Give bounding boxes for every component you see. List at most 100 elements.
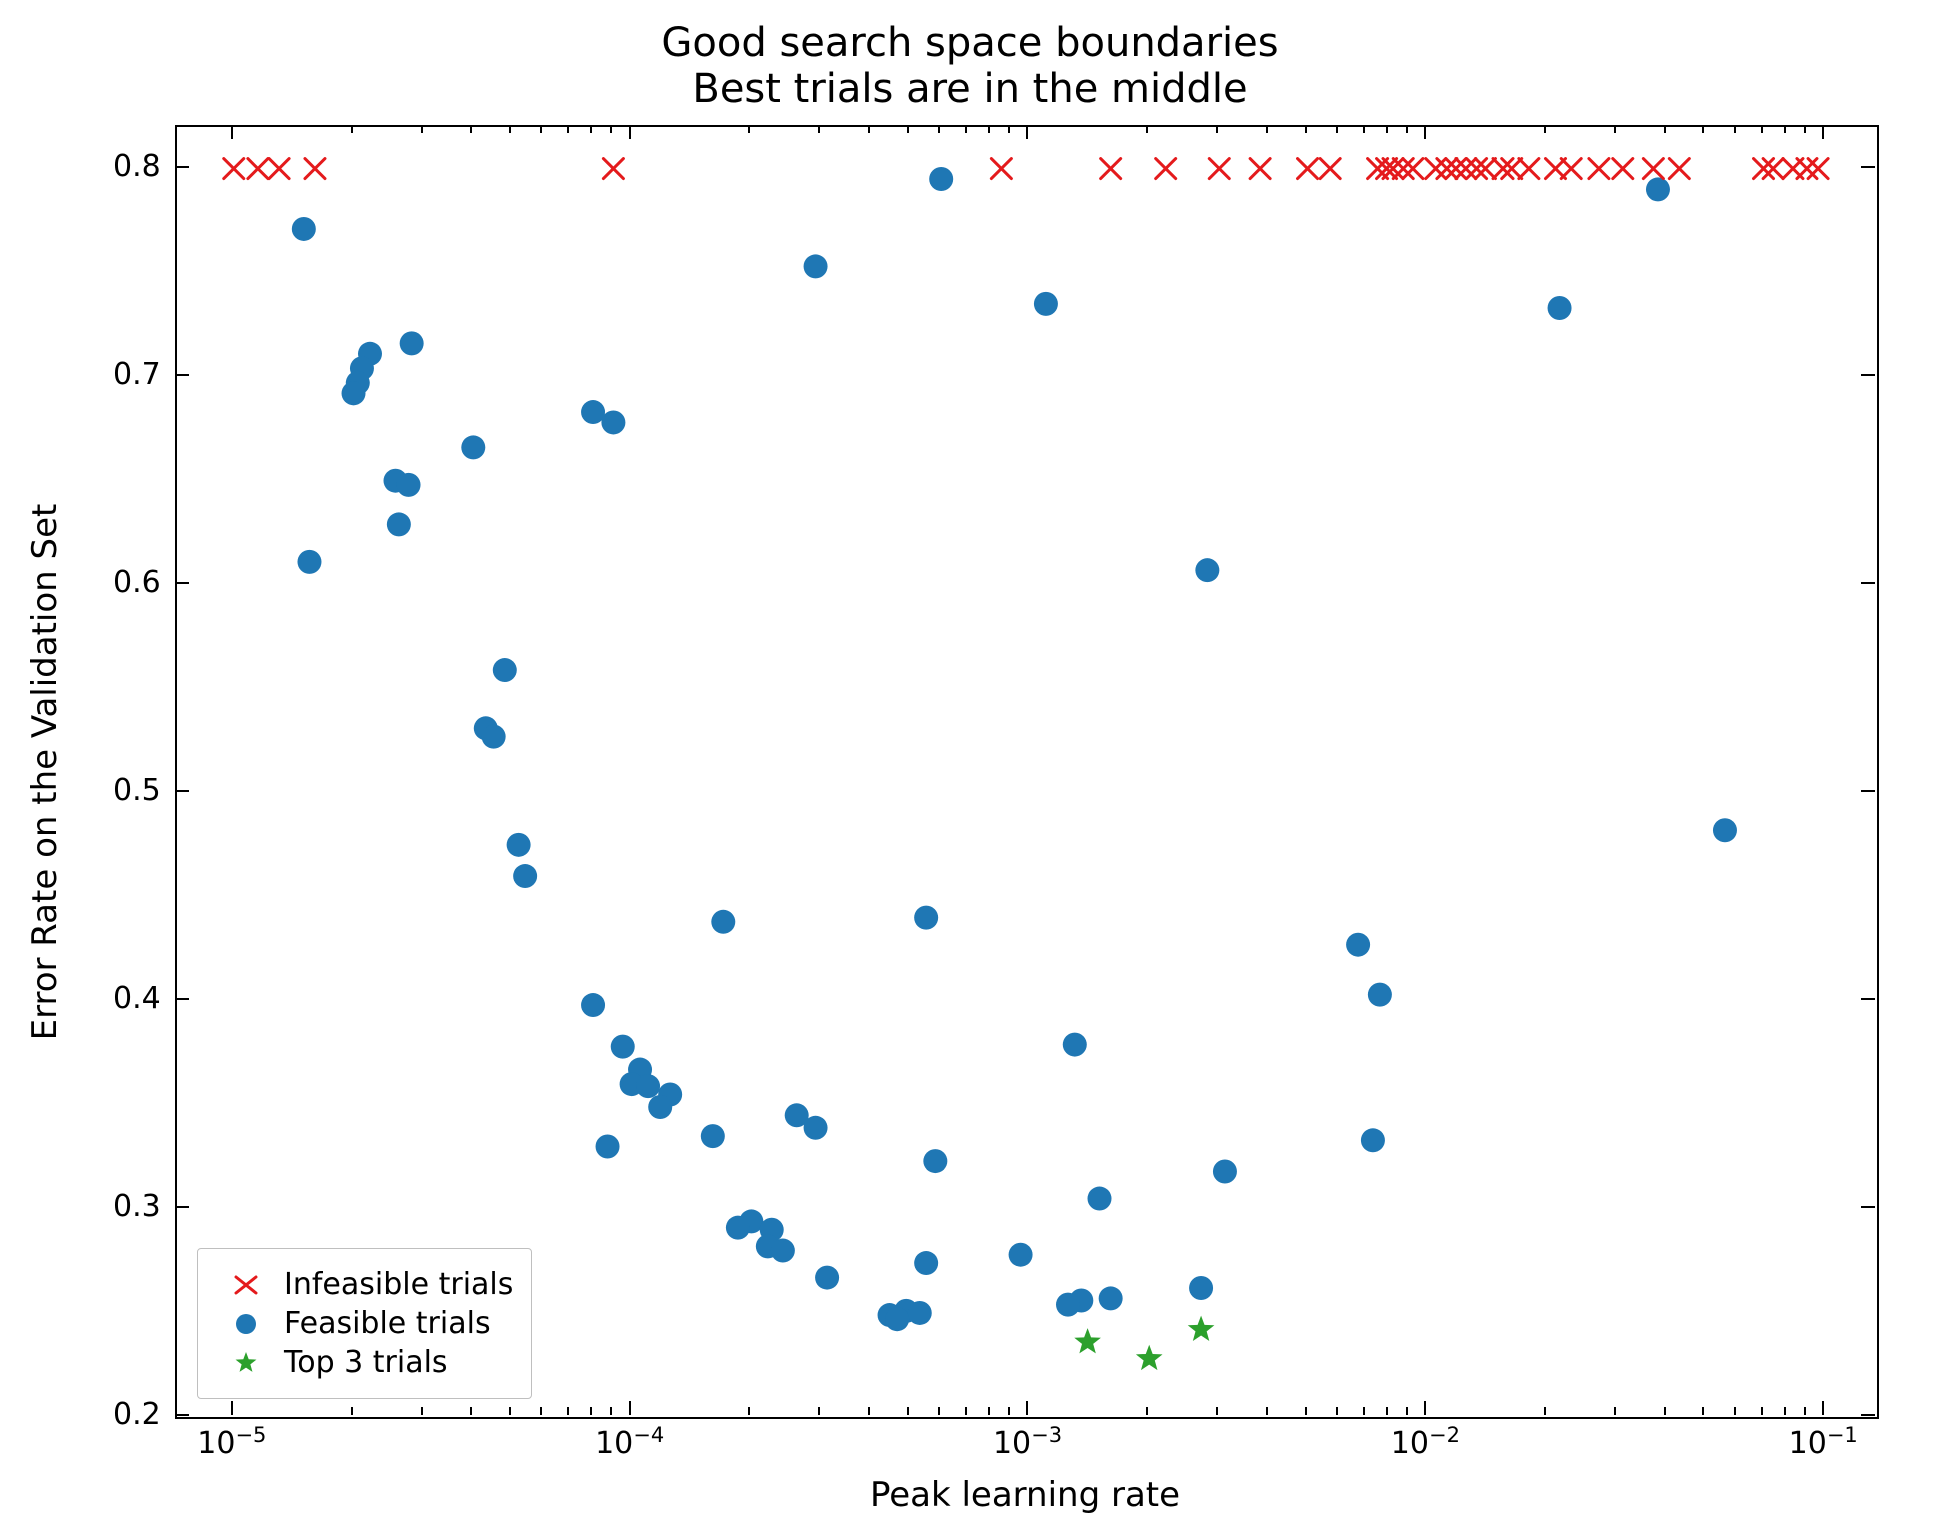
data-point: [756, 1234, 780, 1258]
tick-mark: [1146, 125, 1148, 133]
data-point: [929, 167, 953, 191]
tick-mark: [938, 1407, 940, 1415]
data-point: [513, 864, 537, 888]
data-point: [1545, 159, 1565, 179]
tick-mark: [965, 1407, 967, 1415]
tick-mark: [907, 125, 909, 133]
data-point: [1101, 159, 1121, 179]
tick-mark: [1544, 125, 1546, 133]
data-point: [1099, 1286, 1123, 1310]
tick-mark: [1406, 1407, 1408, 1415]
data-point: [400, 331, 424, 355]
data-point: [596, 1135, 620, 1159]
tick-mark: [175, 1206, 189, 1208]
data-point: [1346, 933, 1370, 957]
data-point: [894, 1299, 918, 1323]
tick-mark: [231, 1401, 233, 1415]
legend-swatch: [216, 1309, 276, 1339]
tick-mark: [421, 125, 423, 133]
tick-mark: [1614, 1407, 1616, 1415]
data-point: [636, 1074, 660, 1098]
legend-entry: Feasible trials: [216, 1306, 513, 1341]
tick-mark: [1008, 1407, 1010, 1415]
tick-label: 10−1: [1789, 1425, 1858, 1459]
tick-mark: [175, 582, 189, 584]
data-point: [493, 658, 517, 682]
data-point: [1426, 159, 1446, 179]
legend-swatch: [216, 1348, 276, 1378]
data-point: [342, 381, 366, 405]
data-point: [474, 716, 498, 740]
data-point: [507, 833, 531, 857]
data-point: [1561, 159, 1581, 179]
data-point: [804, 1116, 828, 1140]
tick-mark: [1861, 1414, 1875, 1416]
tick-mark: [1386, 1407, 1388, 1415]
tick-mark: [175, 790, 189, 792]
data-point: [601, 410, 625, 434]
tick-mark: [988, 1407, 990, 1415]
tick-label: 0.8: [113, 152, 161, 182]
data-point: [1467, 159, 1487, 179]
tick-mark: [1266, 125, 1268, 133]
legend-label: Infeasible trials: [284, 1267, 513, 1302]
tick-mark: [1363, 125, 1365, 133]
chart-title-line1: Good search space boundaries: [0, 20, 1940, 66]
tick-mark: [1861, 374, 1875, 376]
tick-label: 10−5: [197, 1425, 266, 1459]
tick-mark: [231, 125, 233, 139]
tick-mark: [1861, 582, 1875, 584]
legend-swatch: [216, 1270, 276, 1300]
tick-mark: [1804, 125, 1806, 133]
tick-mark: [1664, 1407, 1666, 1415]
data-point: [1377, 159, 1397, 179]
data-point: [1009, 1243, 1033, 1267]
tick-mark: [1702, 125, 1704, 133]
tick-mark: [965, 125, 967, 133]
tick-mark: [610, 1407, 612, 1415]
tick-mark: [1702, 1407, 1704, 1415]
x-axis-label: Peak learning rate: [175, 1475, 1875, 1515]
tick-mark: [470, 1407, 472, 1415]
data-point: [804, 254, 828, 278]
tick-mark: [1664, 125, 1666, 133]
data-point: [224, 159, 244, 179]
data-point: [1475, 159, 1495, 179]
tick-mark: [748, 125, 750, 133]
data-point: [1519, 159, 1539, 179]
tick-mark: [629, 1401, 631, 1415]
data-point: [350, 356, 374, 380]
data-point: [387, 512, 411, 536]
tick-mark: [1861, 1206, 1875, 1208]
tick-mark: [1305, 125, 1307, 133]
data-point: [1213, 1159, 1237, 1183]
tick-label: 10−4: [595, 1425, 664, 1459]
tick-mark: [868, 125, 870, 133]
data-point: [1548, 296, 1572, 320]
tick-mark: [938, 125, 940, 133]
data-point: [1188, 1316, 1215, 1341]
tick-label: 0.6: [113, 568, 161, 598]
tick-mark: [1336, 125, 1338, 133]
legend-entry: Top 3 trials: [216, 1345, 513, 1380]
tick-mark: [1266, 1407, 1268, 1415]
tick-mark: [818, 125, 820, 133]
tick-label: 0.4: [113, 984, 161, 1014]
data-point: [305, 159, 325, 179]
data-point: [908, 1301, 932, 1325]
data-point: [1669, 159, 1689, 179]
tick-mark: [1336, 1407, 1338, 1415]
tick-mark: [175, 1414, 189, 1416]
tick-label: 0.5: [113, 776, 161, 806]
tick-mark: [1363, 1407, 1365, 1415]
tick-mark: [1861, 998, 1875, 1000]
data-point: [1368, 983, 1392, 1007]
data-point: [1797, 159, 1817, 179]
data-point: [397, 473, 421, 497]
data-point: [1074, 1328, 1101, 1353]
data-point: [292, 217, 316, 241]
data-point: [1069, 1288, 1093, 1312]
data-point: [785, 1103, 809, 1127]
data-point: [711, 910, 735, 934]
data-point: [1589, 159, 1609, 179]
